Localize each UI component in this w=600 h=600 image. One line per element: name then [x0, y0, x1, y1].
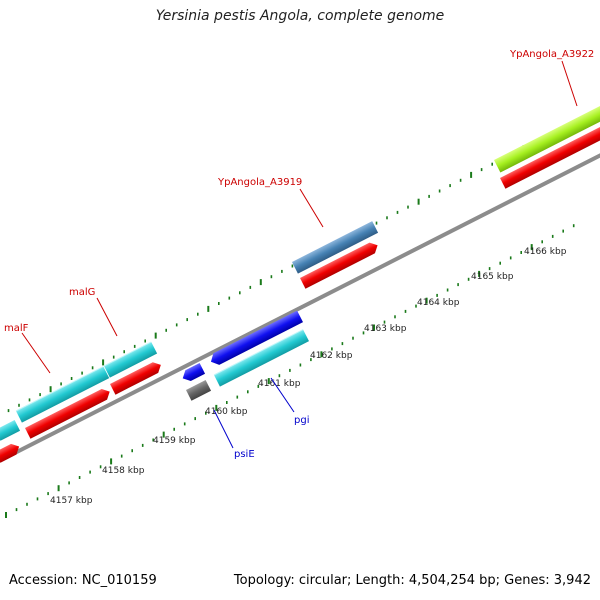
gene-ypangola-a3919[interactable]: [292, 221, 379, 274]
tick-label-4161: 4161 kbp: [258, 379, 301, 389]
accession-text: Accession: NC_010159: [9, 573, 157, 588]
tick-label-4165: 4165 kbp: [471, 272, 514, 282]
tick-label-4157: 4157 kbp: [50, 496, 93, 506]
genome-backbone: [0, 153, 600, 463]
tick-label-4164: 4164 kbp: [417, 298, 460, 308]
tick-label-4166: 4166 kbp: [524, 247, 567, 257]
lower-tick-strand: [5, 224, 575, 518]
gene-red-1[interactable]: [25, 386, 112, 439]
label-pgi: pgi: [294, 415, 309, 426]
label-malF: malF: [4, 323, 29, 334]
tick-label-4158: 4158 kbp: [102, 466, 145, 476]
tick-label-4163: 4163 kbp: [364, 324, 407, 334]
gene-pgi[interactable]: [213, 329, 310, 387]
gene-malF[interactable]: [15, 366, 110, 423]
gene-red-4[interactable]: [500, 122, 600, 189]
label-ypangola-a3922: YpAngola_A3922: [509, 49, 594, 60]
tick-label-4160: 4160 kbp: [205, 407, 248, 417]
tick-label-4162: 4162 kbp: [310, 351, 353, 361]
gene-blue-large[interactable]: [208, 310, 304, 368]
gene-blue-small[interactable]: [180, 363, 206, 384]
gene-psiE[interactable]: [186, 380, 212, 401]
gene-red-left-partial[interactable]: [0, 441, 22, 463]
forward-genes: [0, 100, 600, 463]
tick-label-4159: 4159 kbp: [153, 436, 196, 446]
upper-tick-strand: [7, 125, 567, 413]
label-psiE: psiE: [234, 449, 255, 460]
genome-summary: Topology: circular; Length: 4,504,254 bp…: [233, 573, 591, 588]
label-malG: malG: [69, 287, 95, 298]
tick-labels: 4157 kbp 4158 kbp 4159 kbp 4160 kbp 4161…: [50, 247, 567, 506]
gene-red-3[interactable]: [300, 240, 380, 289]
gene-red-2[interactable]: [110, 359, 164, 395]
gene-malG[interactable]: [103, 341, 158, 378]
gene-cyan-left-partial[interactable]: [0, 420, 21, 441]
gene-ypangola-a3922[interactable]: [494, 100, 600, 173]
label-ypangola-a3919: YpAngola_A3919: [217, 177, 302, 188]
reverse-genes: [180, 310, 310, 401]
map-title: Yersinia pestis Angola, complete genome: [155, 8, 445, 24]
gene-labels: YpAngola_A3922 YpAngola_A3919 malG malF …: [4, 49, 594, 460]
label-leaders: [21, 60, 578, 449]
